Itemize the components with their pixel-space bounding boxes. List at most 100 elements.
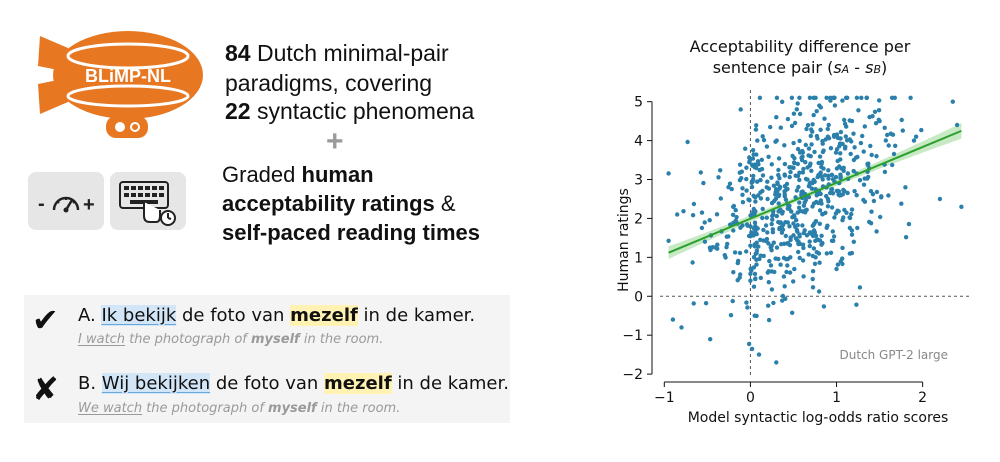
data-point [808, 133, 813, 139]
data-point [869, 209, 874, 214]
data-point [811, 112, 816, 118]
data-point [769, 221, 774, 227]
data-point [800, 150, 806, 155]
data-point [782, 172, 787, 177]
data-point [666, 171, 671, 176]
chart-annotation: Dutch GPT-2 large [839, 348, 948, 362]
data-point [731, 270, 736, 275]
data-point [749, 230, 754, 235]
data-point [812, 261, 818, 266]
data-point [733, 208, 738, 213]
graded-line-3: self-paced reading times [222, 218, 480, 247]
data-point [838, 151, 843, 156]
graded-bold-1: human [301, 162, 374, 187]
data-point [860, 133, 865, 139]
chart-title-sa-sub: A [841, 63, 850, 76]
data-point [806, 252, 811, 257]
data-point [734, 214, 739, 220]
graded-bold-2: acceptability ratings [222, 191, 435, 216]
data-point [795, 101, 800, 106]
data-point [819, 164, 824, 170]
data-point [812, 149, 817, 155]
data-point [882, 125, 887, 130]
data-point [749, 184, 755, 190]
data-point [859, 95, 864, 101]
data-point [751, 173, 756, 179]
data-point [794, 188, 800, 193]
data-point [854, 302, 859, 307]
translation-a-subject: I watch [78, 332, 126, 347]
data-point [862, 176, 867, 181]
data-point [744, 249, 749, 254]
translation-a-end: in the room. [299, 332, 384, 347]
data-point [751, 284, 757, 289]
y-tick-label: 5 [634, 95, 643, 111]
data-point [699, 225, 705, 231]
data-point [818, 191, 823, 197]
data-point [959, 204, 964, 209]
blimp-highlight [66, 42, 190, 70]
data-point [774, 245, 780, 250]
data-point [804, 233, 810, 238]
data-point [781, 274, 787, 279]
data-point [758, 275, 763, 281]
data-point [756, 244, 761, 249]
data-point [821, 304, 827, 309]
data-point [772, 269, 777, 275]
data-point [751, 265, 757, 270]
y-axis-label: Human ratings [616, 188, 632, 292]
data-point [776, 172, 781, 178]
data-point [832, 215, 837, 220]
data-point [782, 143, 787, 148]
sentence-b-reflexive: mezelf [324, 373, 392, 394]
data-point [822, 116, 827, 121]
data-point [876, 108, 882, 113]
data-point [830, 229, 835, 234]
data-point [670, 317, 676, 322]
data-point [702, 239, 708, 244]
data-point [780, 209, 785, 214]
data-point [824, 193, 829, 199]
data-point [766, 303, 771, 308]
data-point [849, 207, 855, 212]
data-point [806, 146, 812, 151]
data-point [768, 124, 773, 130]
data-point [840, 98, 845, 103]
data-point [737, 162, 743, 167]
y-tick-label: 0 [634, 289, 643, 305]
data-point [806, 194, 812, 200]
data-point [758, 177, 763, 183]
data-point [716, 175, 721, 180]
translation-b: We watch the photograph of myself in the… [78, 401, 400, 416]
scatter-points [666, 95, 964, 365]
data-point [784, 269, 789, 275]
data-point [752, 244, 757, 249]
data-point [675, 212, 680, 217]
data-point [882, 169, 888, 175]
data-point [783, 296, 788, 301]
data-point [840, 245, 845, 251]
data-point [810, 285, 816, 290]
data-point [701, 180, 706, 186]
data-description: Graded human acceptability ratings & sel… [222, 160, 480, 247]
data-point [738, 107, 743, 112]
data-point [708, 247, 713, 253]
data-point [728, 313, 734, 318]
chart-title-mid: - [849, 58, 866, 77]
data-point [760, 134, 765, 139]
graded-line-1: Graded human [222, 160, 480, 189]
chart-title: Acceptability difference per sentence pa… [620, 36, 980, 80]
data-point [766, 280, 771, 285]
data-point [764, 144, 770, 149]
data-point [773, 139, 778, 144]
data-point [724, 245, 729, 250]
data-point [807, 239, 812, 244]
data-point [820, 138, 825, 144]
data-point [733, 218, 738, 223]
data-point [870, 192, 876, 197]
data-point [816, 289, 822, 294]
data-point [791, 221, 796, 226]
data-point [856, 108, 861, 113]
data-point [747, 198, 752, 203]
data-point [756, 162, 761, 167]
